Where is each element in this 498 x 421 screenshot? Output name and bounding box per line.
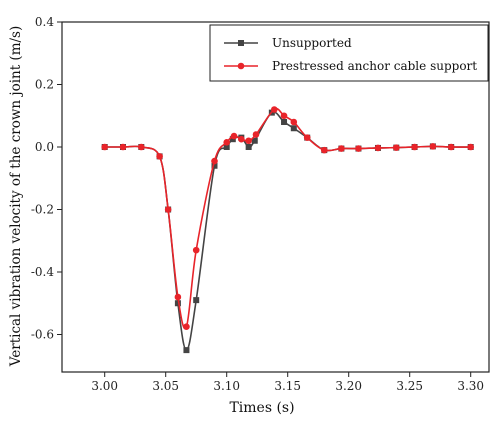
y-tick-label: 0.4 bbox=[35, 15, 54, 29]
series-layer bbox=[101, 106, 475, 354]
y-tick-label: -0.2 bbox=[31, 203, 54, 217]
x-tick-label: 3.00 bbox=[91, 379, 118, 393]
legend-label: Prestressed anchor cable support bbox=[272, 59, 477, 73]
plot-frame bbox=[61, 21, 490, 373]
data-point bbox=[156, 153, 163, 160]
legend-entry: Prestressed anchor cable support bbox=[224, 59, 477, 73]
y-tick-label: 0.0 bbox=[35, 140, 54, 154]
data-point bbox=[229, 136, 236, 143]
x-tick-label: 3.15 bbox=[274, 379, 301, 393]
data-point bbox=[211, 162, 218, 169]
x-tick-label: 3.25 bbox=[396, 379, 423, 393]
y-tick-label: -0.4 bbox=[31, 265, 55, 279]
x-tick-label: 3.10 bbox=[213, 379, 240, 393]
data-point bbox=[245, 144, 252, 150]
data-point bbox=[211, 157, 218, 165]
data-point bbox=[252, 131, 260, 138]
x-tick-label: 3.30 bbox=[457, 379, 484, 393]
series-prestressed-anchor-cable-support bbox=[101, 106, 475, 330]
data-point bbox=[174, 300, 181, 307]
data-point bbox=[164, 206, 172, 213]
y-axis-title: Vertical vibration velocity of the crown… bbox=[8, 26, 24, 368]
data-point bbox=[321, 146, 328, 154]
legend-marker bbox=[237, 62, 245, 70]
data-point bbox=[392, 144, 400, 151]
data-point bbox=[411, 143, 418, 151]
data-point bbox=[447, 143, 455, 151]
data-point bbox=[183, 347, 190, 354]
data-point bbox=[223, 139, 230, 146]
series-line bbox=[104, 107, 471, 330]
y-tick-label: -0.6 bbox=[31, 328, 54, 342]
data-point bbox=[280, 112, 288, 120]
x-axis-title: Times (s) bbox=[229, 400, 294, 416]
y-tick-label: 0.2 bbox=[35, 78, 54, 92]
data-point bbox=[174, 293, 182, 301]
data-point bbox=[290, 118, 298, 126]
data-point bbox=[183, 323, 190, 330]
legend: Unsupported Prestressed anchor cable supp… bbox=[209, 24, 489, 82]
axes: 3.00 3.05 3.10 3.15 3.20 3.25 3.30 0.4 0.2 0.0 -0.… bbox=[31, 15, 490, 393]
data-point bbox=[138, 143, 145, 151]
data-point bbox=[119, 143, 127, 151]
data-point bbox=[374, 144, 382, 152]
legend-marker bbox=[238, 40, 244, 46]
x-tick-label: 3.20 bbox=[335, 379, 362, 393]
data-point bbox=[230, 132, 238, 140]
legend-entry: Unsupported bbox=[224, 36, 352, 50]
data-point bbox=[192, 246, 200, 254]
data-point bbox=[270, 106, 278, 113]
data-point bbox=[355, 145, 362, 152]
data-point bbox=[467, 143, 475, 151]
data-point bbox=[281, 119, 288, 125]
data-point bbox=[223, 144, 230, 150]
x-tick-label: 3.05 bbox=[152, 379, 179, 393]
data-point bbox=[338, 145, 345, 152]
data-point bbox=[193, 297, 200, 304]
legend-box bbox=[209, 24, 489, 82]
data-point bbox=[429, 143, 437, 150]
data-point bbox=[290, 125, 297, 132]
data-point bbox=[251, 137, 258, 144]
data-point bbox=[303, 134, 311, 141]
data-point bbox=[245, 137, 252, 145]
data-point bbox=[101, 143, 108, 151]
legend-label: Unsupported bbox=[272, 36, 352, 50]
data-point bbox=[238, 135, 245, 143]
